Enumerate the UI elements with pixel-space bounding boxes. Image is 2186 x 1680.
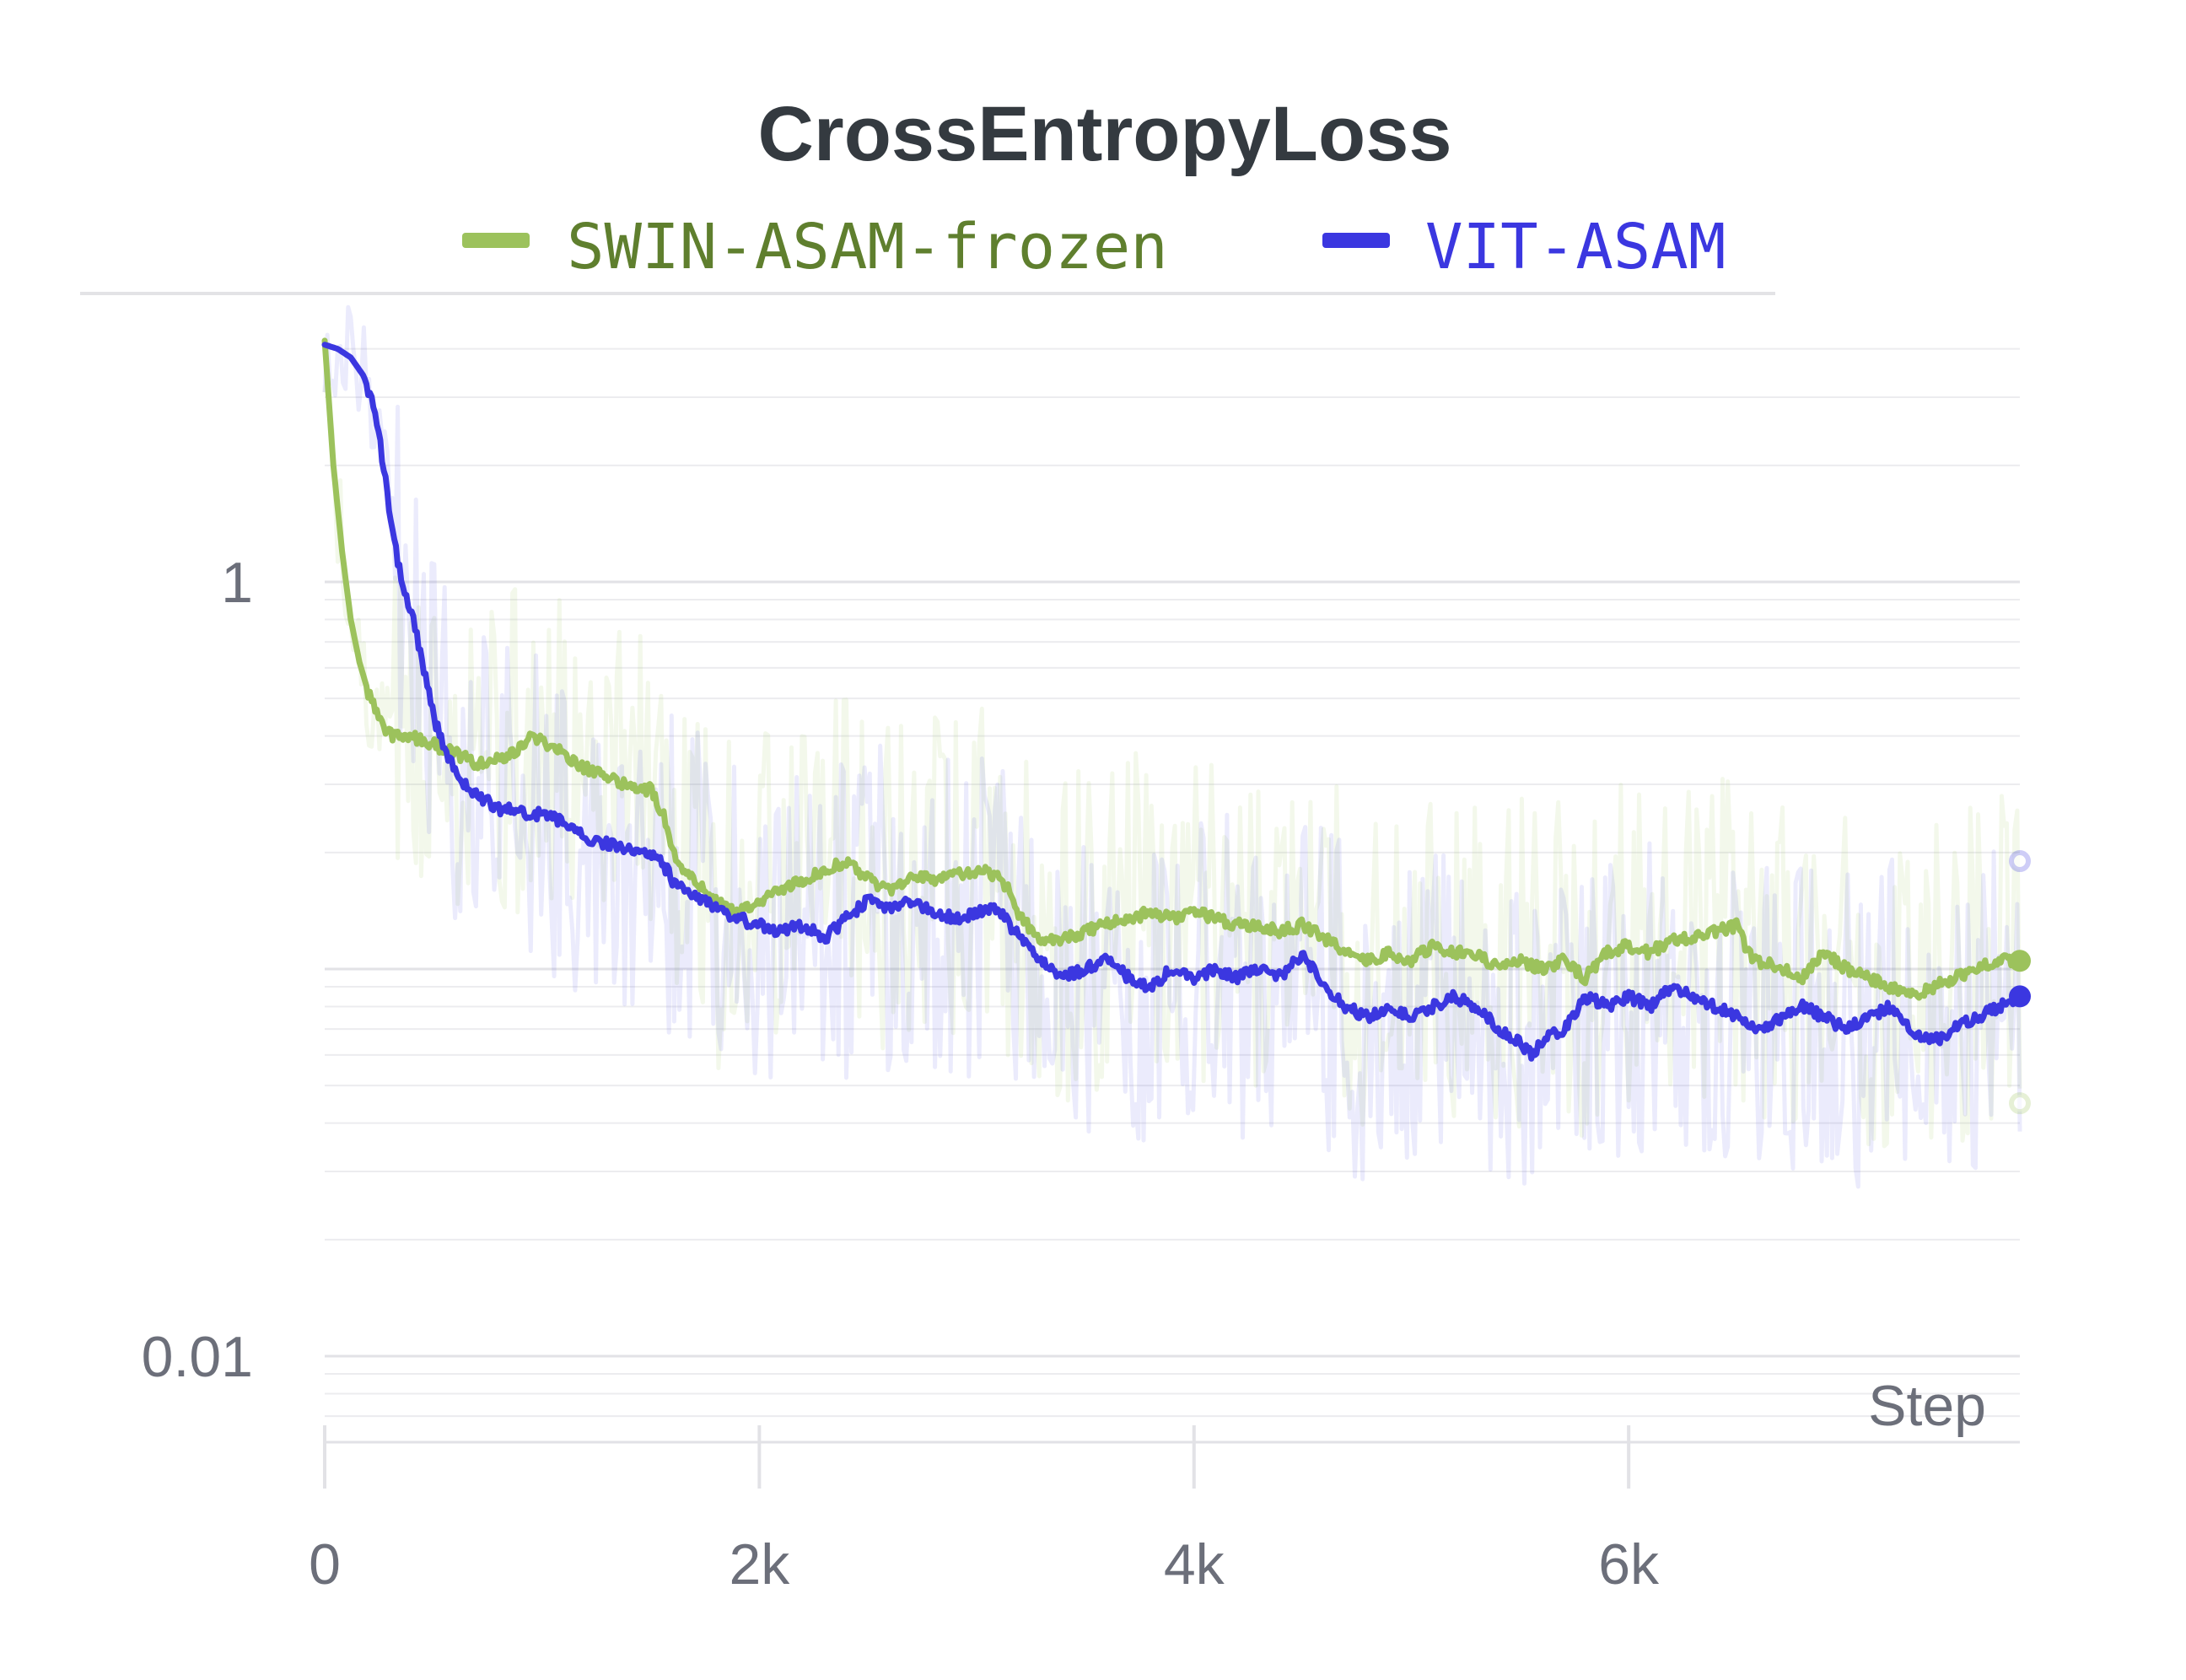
- raw-endpoint-swin-asam-frozen: [2009, 1092, 2031, 1115]
- legend-swatch-vit: [1322, 233, 1390, 248]
- grid: [325, 347, 2020, 1418]
- x-tick-label: 4k: [1164, 1532, 1225, 1597]
- raw-endpoint-vit-asam: [2009, 850, 2031, 873]
- legend-label-vit: VIT-ASAM: [1425, 211, 1726, 283]
- smoothed-lines-layer: [321, 337, 2031, 1115]
- legend-swatch-swin: [462, 233, 530, 248]
- raw-line-swin-asam-frozen: [322, 373, 2022, 1149]
- endpoint-dot-swin-asam-frozen: [2009, 950, 2031, 972]
- y-tick-label: 0.01: [142, 1325, 253, 1389]
- series-line-vit-asam: [321, 342, 2023, 1062]
- legend: SWIN-ASAM-frozen VIT-ASAM: [80, 211, 1775, 295]
- endpoint-dot-vit-asam: [2009, 985, 2031, 1008]
- x-axis: 0 2k 4k 6k: [309, 1425, 2020, 1597]
- x-tick-label: 2k: [729, 1532, 790, 1597]
- chart-title: CrossEntropyLoss: [757, 91, 1451, 177]
- x-tick-label: 0: [309, 1532, 341, 1597]
- y-axis: 10.01: [142, 551, 253, 1389]
- x-axis-title: Step: [1868, 1374, 1986, 1438]
- y-tick-label: 1: [221, 551, 253, 615]
- x-tick-label: 6k: [1598, 1532, 1660, 1597]
- legend-label-swin: SWIN-ASAM-frozen: [567, 211, 1168, 283]
- series-line-swin-asam-frozen: [321, 337, 2023, 1001]
